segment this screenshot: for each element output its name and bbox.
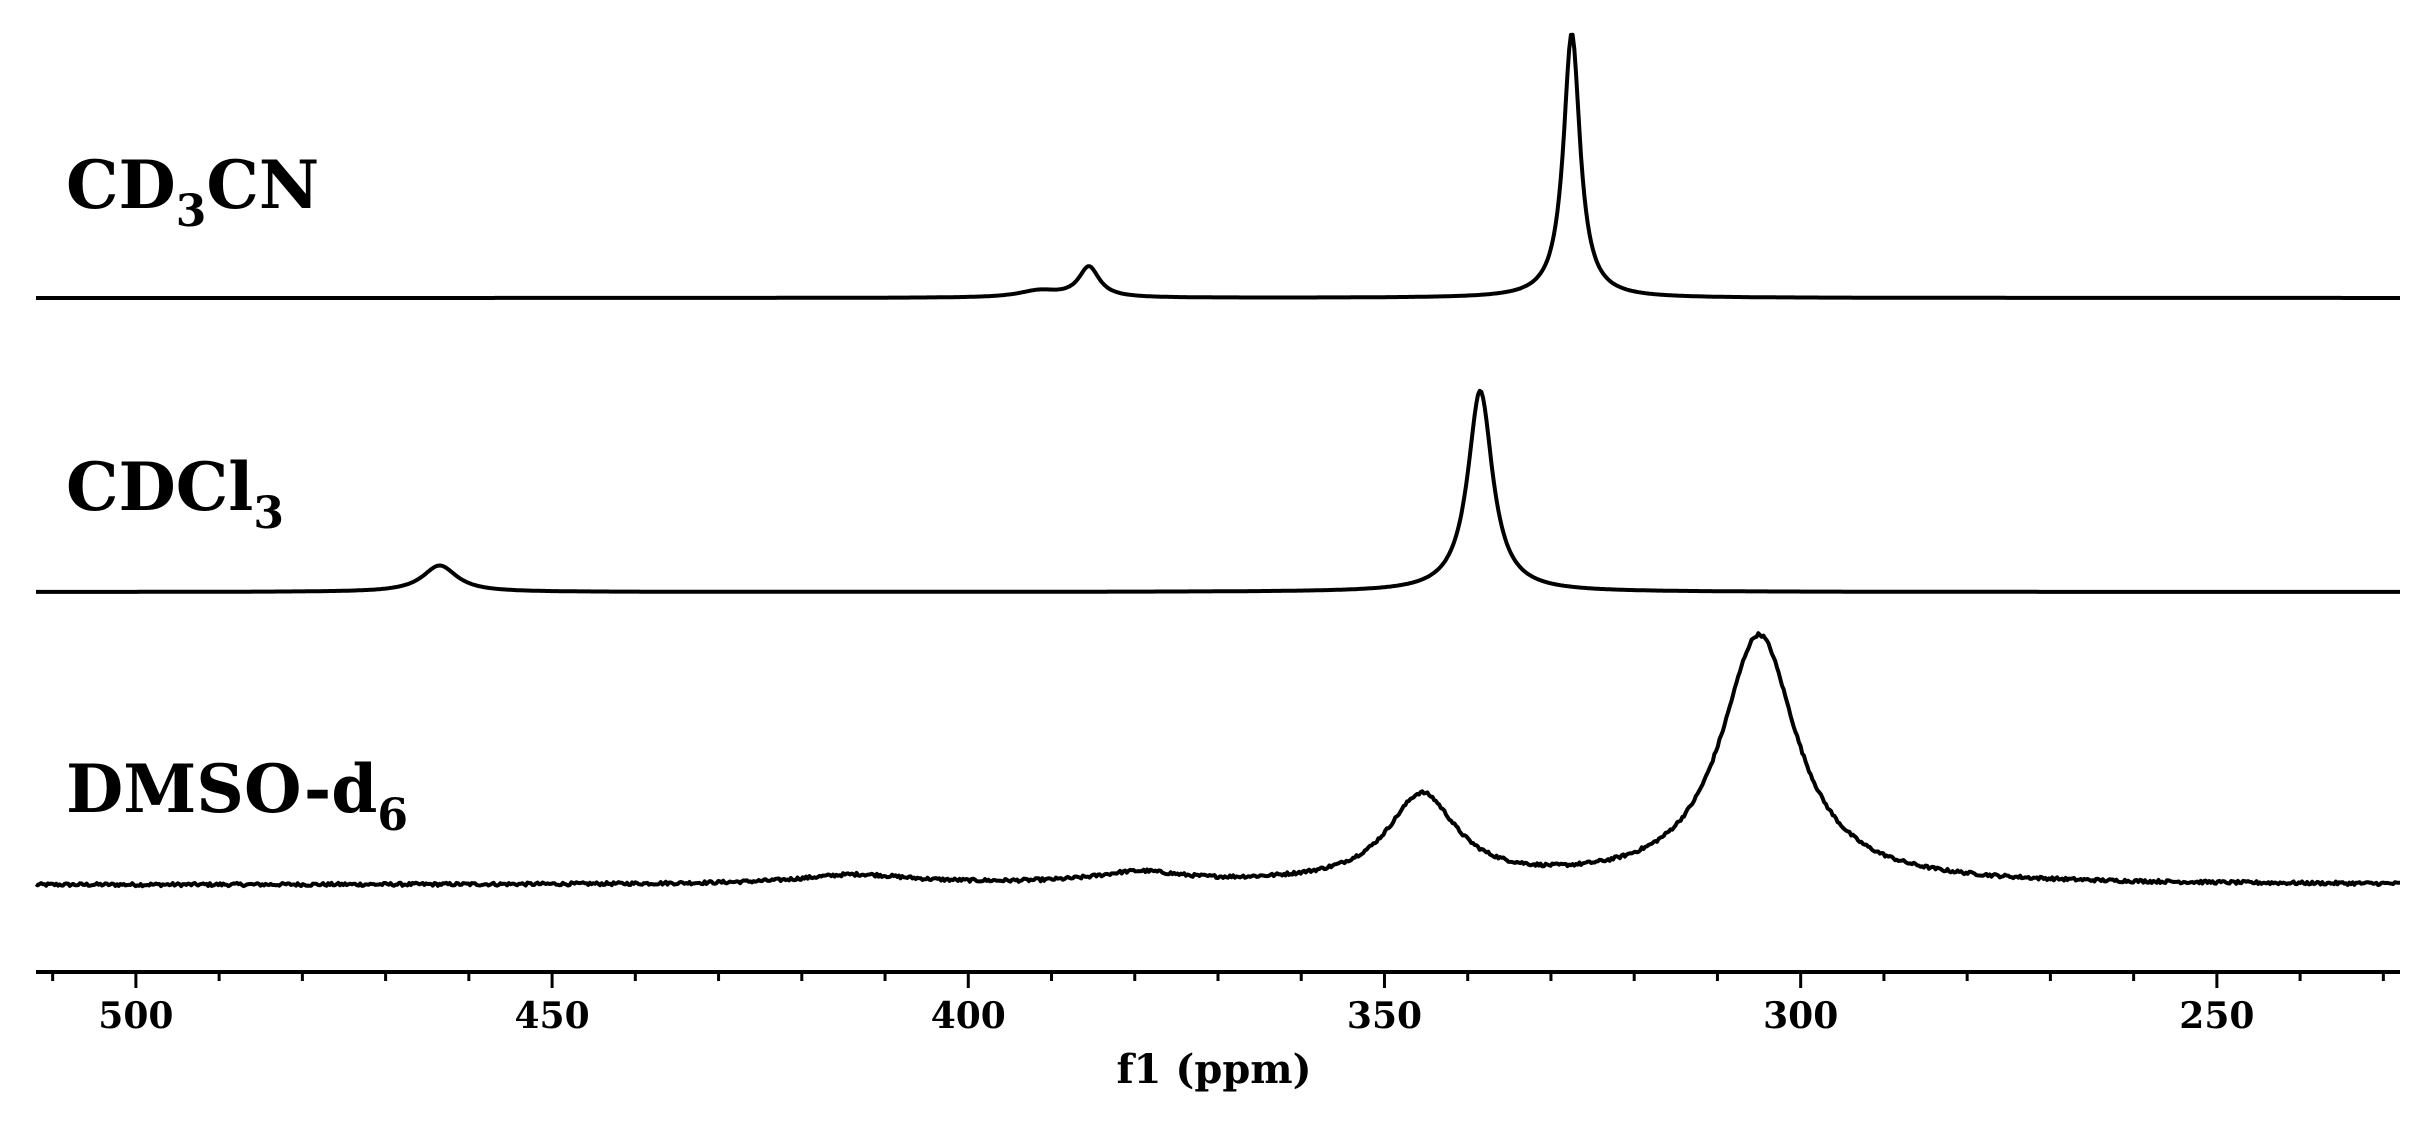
spectrum-trace-2 — [35, 388, 2401, 594]
spectrum-trace-1 — [35, 32, 2401, 300]
x-axis-title: f1 (ppm) — [1116, 1046, 1311, 1093]
x-tick-label: 250 — [2179, 995, 2254, 1037]
x-tick-label: 350 — [1347, 995, 1422, 1037]
x-tick-label: 500 — [98, 995, 173, 1037]
series-label-2: CDCl3 — [66, 448, 284, 539]
x-tick-label: 400 — [931, 995, 1006, 1037]
x-tick-label: 450 — [515, 995, 590, 1037]
x-axis: 500 450 400 350 300 250 f1 (ppm) — [36, 970, 2400, 1093]
series-label-1: CD3CN — [66, 146, 319, 237]
x-axis-ticks: 500 450 400 350 300 250 — [51, 972, 2385, 1037]
series-labels: CD3CN CDCl3 DMSO-d6 — [66, 146, 408, 841]
spectrum-trace-3 — [34, 631, 2401, 889]
spectra-traces — [34, 32, 2401, 889]
series-label-3: DMSO-d6 — [66, 750, 408, 841]
x-tick-label: 300 — [1763, 995, 1838, 1037]
